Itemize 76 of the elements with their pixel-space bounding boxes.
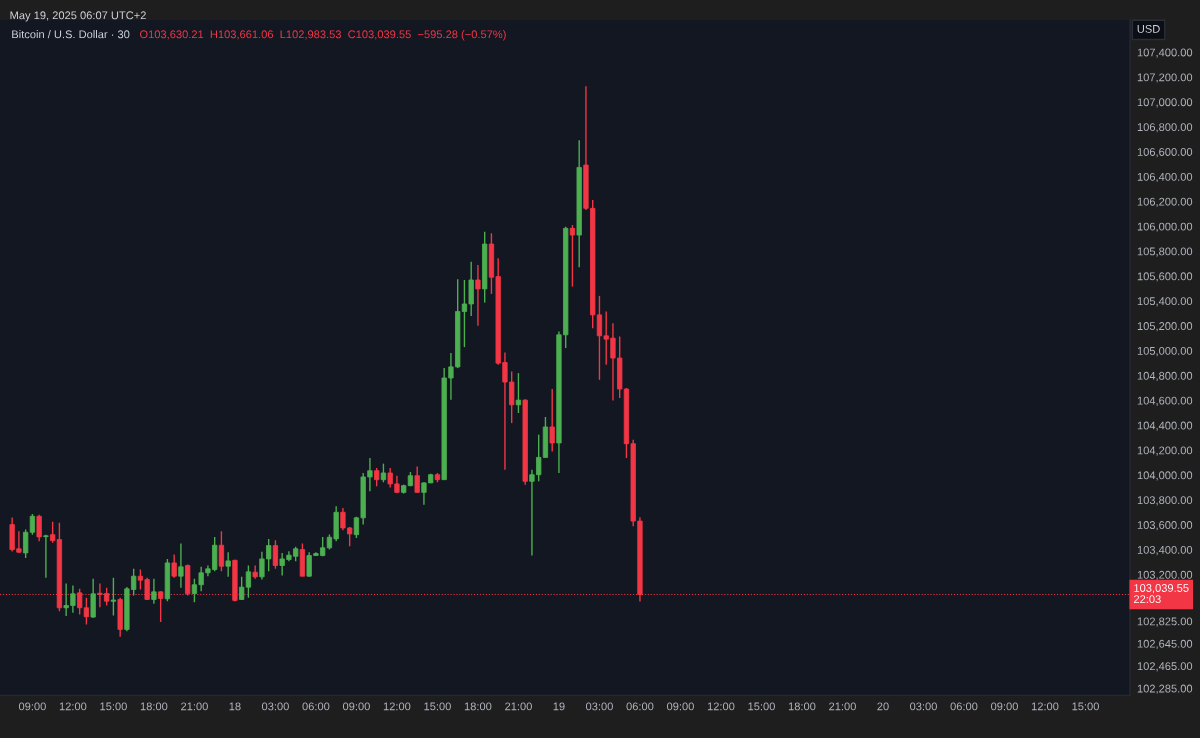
y-tick-label: 103,600.00 — [1137, 521, 1193, 531]
x-tick-label: 18:00 — [788, 702, 816, 711]
y-tick-label: 104,200.00 — [1137, 446, 1193, 456]
x-tick-label: 21:00 — [829, 702, 856, 711]
candlestick — [272, 539, 279, 570]
x-tick-label: 12:00 — [383, 702, 411, 711]
x-tick-label: 20 — [877, 702, 889, 711]
y-tick-label: 102,465.00 — [1137, 662, 1193, 672]
x-tick-label: 09:00 — [991, 702, 1018, 711]
y-tick-label: 107,400.00 — [1137, 48, 1193, 58]
x-tick-label: 18:00 — [464, 702, 492, 711]
x-tick-label: 03:00 — [261, 702, 289, 711]
y-tick-label: 105,000.00 — [1137, 346, 1193, 357]
y-tick-label: 106,600.00 — [1137, 148, 1193, 158]
x-tick-label: 09:00 — [342, 702, 370, 711]
annotation: May 19, 2025 06:07 UTC+2 — [10, 11, 146, 22]
y-tick-label: 104,400.00 — [1137, 421, 1193, 431]
candlestick — [569, 224, 576, 288]
x-tick-label: 18:00 — [140, 702, 168, 711]
x-tick-label: 15:00 — [424, 702, 451, 711]
x-tick-label: 06:00 — [302, 702, 330, 711]
candlestick — [380, 462, 387, 483]
y-tick-label: 105,200.00 — [1137, 322, 1193, 332]
x-tick-label: 09:00 — [18, 702, 46, 711]
ref-line-label: 103,039.55 22:03 — [1133, 584, 1189, 604]
y-tick-label: 106,000.00 — [1137, 222, 1193, 232]
candlestick — [110, 577, 117, 617]
y-tick-label: 103,800.00 — [1137, 496, 1193, 506]
annotation: O103,630.21 H103,661.06 L102,983.53 C103,039.55 −595.28 (−0.57%) — [139, 30, 506, 41]
y-tick-label: 102,645.00 — [1137, 639, 1193, 650]
y-tick-label: 102,825.00 — [1137, 617, 1193, 627]
x-tick-label: 12:00 — [1031, 702, 1059, 711]
text: USD — [1137, 24, 1160, 33]
y-tick-label: 105,400.00 — [1137, 297, 1193, 307]
y-tick-label: 103,400.00 — [1137, 545, 1193, 556]
y-tick-label: 106,800.00 — [1137, 123, 1193, 133]
candlestick — [171, 553, 177, 579]
candlestick — [414, 465, 420, 494]
y-tick-label: 104,000.00 — [1137, 471, 1193, 481]
candlestick — [225, 551, 231, 578]
text: Bitcoin / U.S. Dollar · 30 — [12, 30, 130, 39]
candlestick — [90, 578, 96, 619]
y-tick-label: 105,600.00 — [1137, 272, 1193, 282]
x-tick-label: 12:00 — [59, 702, 87, 711]
candlestick — [36, 513, 42, 542]
x-tick-label: 06:00 — [950, 702, 978, 711]
x-tick-label: 15:00 — [100, 702, 127, 711]
candlestick — [218, 530, 225, 572]
y-tick-label: 104,800.00 — [1137, 371, 1193, 382]
x-tick-label: 03:00 — [910, 702, 937, 711]
x-tick-label: 06:00 — [626, 702, 654, 711]
y-tick-label: 102,285.00 — [1137, 684, 1193, 694]
candlestick — [43, 534, 49, 579]
y-tick-label: 104,600.00 — [1137, 396, 1193, 406]
x-tick-label: 21:00 — [505, 702, 532, 711]
y-tick-label: 106,400.00 — [1137, 172, 1193, 183]
candlestick — [549, 388, 555, 453]
x-tick-label: 12:00 — [707, 702, 735, 711]
x-tick-label: 09:00 — [666, 702, 694, 711]
x-tick-label: 03:00 — [585, 702, 613, 711]
x-tick-label: 21:00 — [181, 702, 208, 711]
x-tick-label: 15:00 — [748, 702, 775, 711]
candlestick — [475, 264, 481, 327]
candlestick — [374, 467, 380, 487]
candlestick — [515, 372, 522, 414]
y-tick-label: 107,200.00 — [1137, 73, 1193, 83]
x-tick-label: 18 — [229, 702, 241, 711]
y-tick-label: 103,200.00 — [1137, 570, 1193, 581]
y-tick-label: 106,200.00 — [1137, 197, 1193, 207]
y-tick-label: 107,000.00 — [1137, 98, 1193, 108]
x-tick-label: 19 — [553, 702, 565, 711]
candlestick — [178, 542, 184, 589]
y-tick-label: 105,800.00 — [1137, 247, 1193, 257]
x-tick-label: 15:00 — [1072, 702, 1099, 711]
candlestick — [151, 578, 157, 605]
candlestick — [252, 564, 258, 580]
